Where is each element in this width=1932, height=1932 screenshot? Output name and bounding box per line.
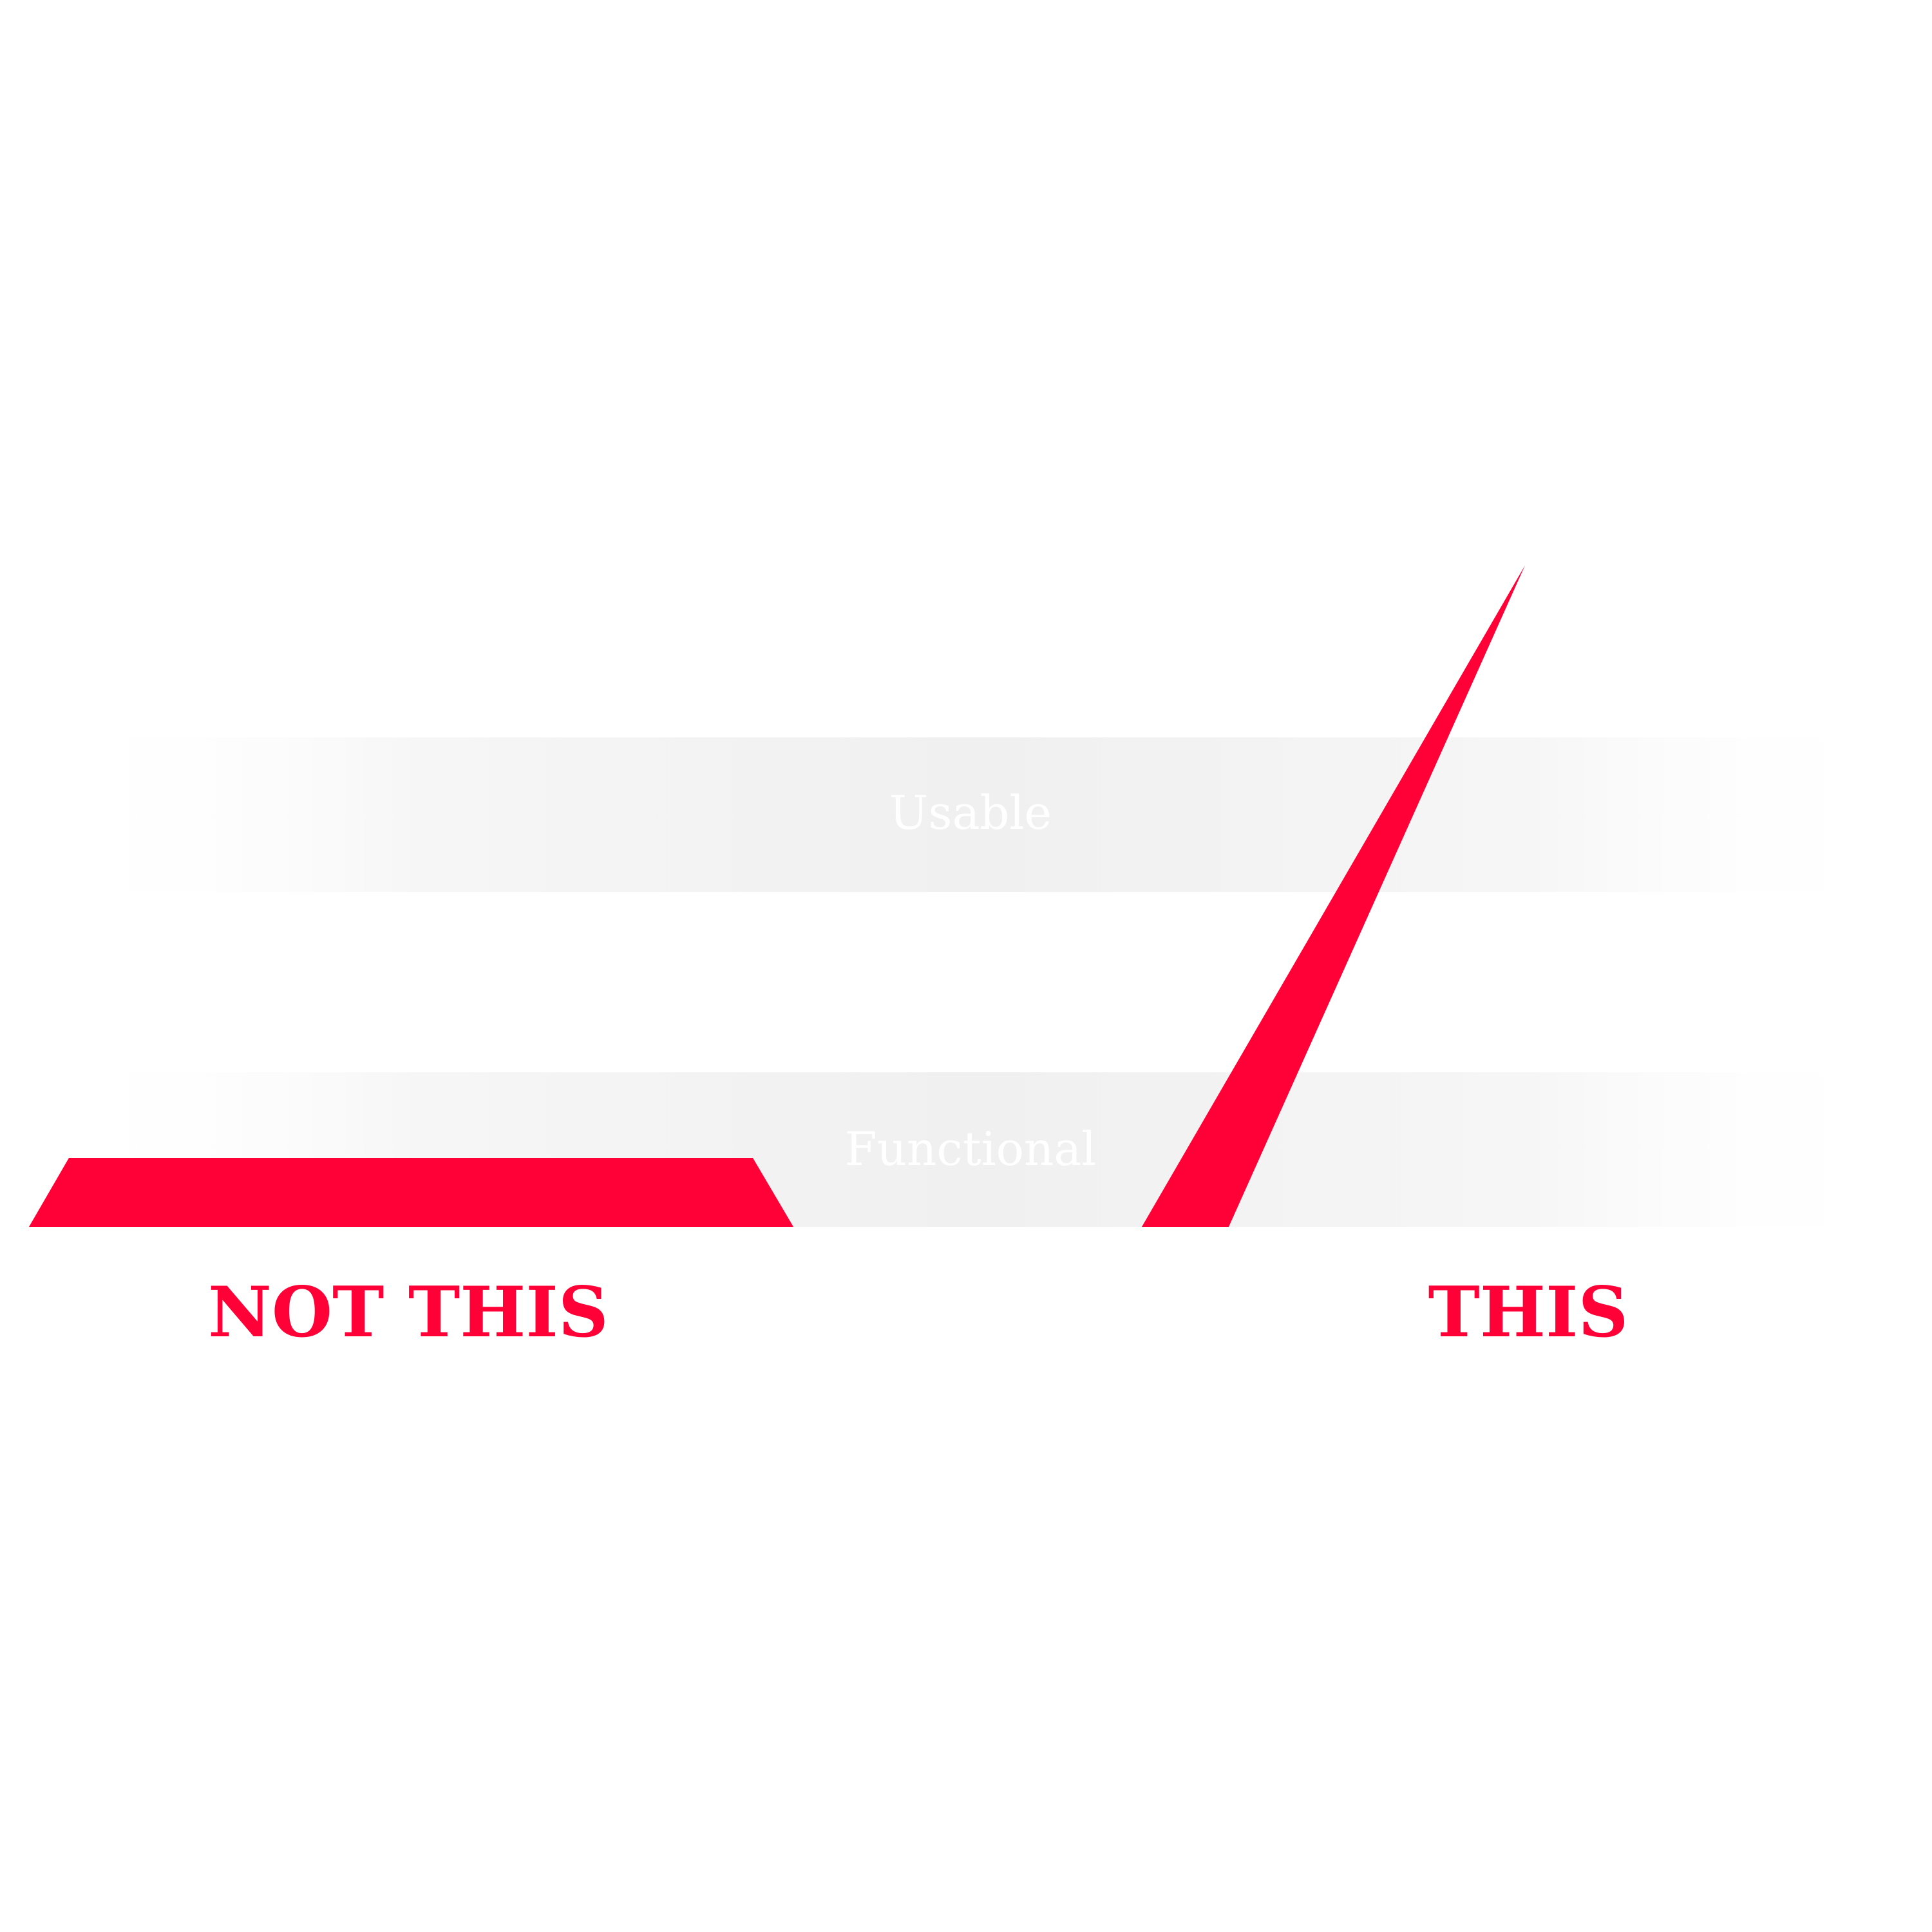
- band-usable: Usable: [55, 737, 1897, 892]
- band-usable-fill: [55, 737, 1897, 892]
- this-shape: [1142, 565, 1525, 1227]
- caption-this: THIS: [1428, 1272, 1629, 1353]
- caption-not-this: NOT THIS: [208, 1272, 609, 1353]
- not-this-shape: [29, 1158, 793, 1227]
- band-usable-label: Usable: [889, 786, 1052, 840]
- band-functional-label: Functional: [845, 1122, 1097, 1176]
